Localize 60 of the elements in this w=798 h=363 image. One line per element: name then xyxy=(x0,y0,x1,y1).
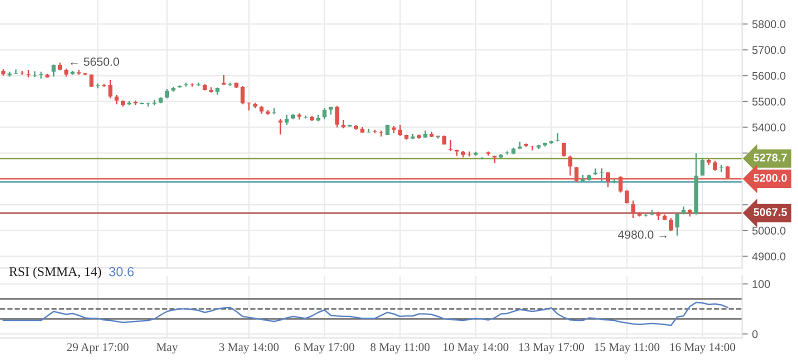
candlestick xyxy=(713,160,718,172)
annotation: ← 5650.0 xyxy=(70,58,120,66)
candlestick xyxy=(556,132,560,142)
candlestick xyxy=(240,85,245,105)
x-tick-label: 6 May 17:00 xyxy=(294,343,354,354)
candlestick xyxy=(631,200,636,219)
x-tick-label: 10 May 14:00 xyxy=(444,343,508,354)
candlestick xyxy=(284,114,289,126)
candlestick xyxy=(14,68,18,75)
y-tick-label: 5400.0 xyxy=(752,124,786,132)
candlestick xyxy=(335,105,340,128)
candlestick xyxy=(398,124,402,137)
candlestick xyxy=(304,114,308,120)
y-tick-label: 0 xyxy=(752,330,758,338)
annotation: 4980.0 → xyxy=(618,230,667,239)
y-tick-label: 4900.0 xyxy=(752,252,786,260)
x-tick-label: 8 May 11:00 xyxy=(370,343,430,354)
candlestick xyxy=(222,74,226,86)
candlestick xyxy=(600,168,604,182)
candlestick xyxy=(675,212,680,236)
candlestick xyxy=(20,70,24,76)
y-tick-label: 5700.0 xyxy=(752,46,786,54)
candlestick xyxy=(322,107,327,120)
x-tick-label: May xyxy=(156,343,178,354)
candlestick xyxy=(39,71,44,80)
candlestick xyxy=(278,118,282,136)
candlestick xyxy=(108,79,112,100)
ref-line-label: 5067.5 xyxy=(754,208,787,216)
candlestick xyxy=(146,102,150,108)
candlestick xyxy=(379,130,384,138)
candlestick xyxy=(272,107,276,116)
line-series xyxy=(2,302,728,326)
ref-line-label: 5278.7 xyxy=(754,154,787,162)
candlestick xyxy=(467,150,472,158)
candlestick xyxy=(719,164,724,173)
x-tick-label: 15 May 11:00 xyxy=(595,343,660,354)
candlestick xyxy=(562,142,566,158)
x-tick-label: 3 May 14:00 xyxy=(219,343,279,354)
x-tick-label: 29 Apr 17:00 xyxy=(67,343,128,354)
ref-line-label: 5200.0 xyxy=(754,174,787,182)
candlestick xyxy=(700,158,704,176)
candlestick xyxy=(89,74,94,88)
candlestick xyxy=(32,70,37,78)
candlestick xyxy=(505,150,510,156)
candlestick xyxy=(114,94,119,105)
candlestick xyxy=(568,154,572,176)
x-tick-label: 16 May 14:00 xyxy=(670,343,736,354)
annotation: 30.6 xyxy=(109,266,134,276)
candlestick xyxy=(246,102,251,112)
x-tick-label: 13 May 17:00 xyxy=(519,343,584,354)
y-tick-label: 5600.0 xyxy=(752,72,786,80)
y-tick-label: 5000.0 xyxy=(752,226,786,235)
y-tick-label: 5500.0 xyxy=(752,98,786,106)
chart-title: RSI (SMMA, 14) xyxy=(9,266,102,279)
candlestick xyxy=(624,190,629,204)
candlestick xyxy=(165,88,170,100)
candlestick xyxy=(52,64,56,78)
y-tick-label: 5800.0 xyxy=(752,20,786,28)
candlestick xyxy=(668,217,673,232)
y-tick-label: 100 xyxy=(752,280,770,288)
